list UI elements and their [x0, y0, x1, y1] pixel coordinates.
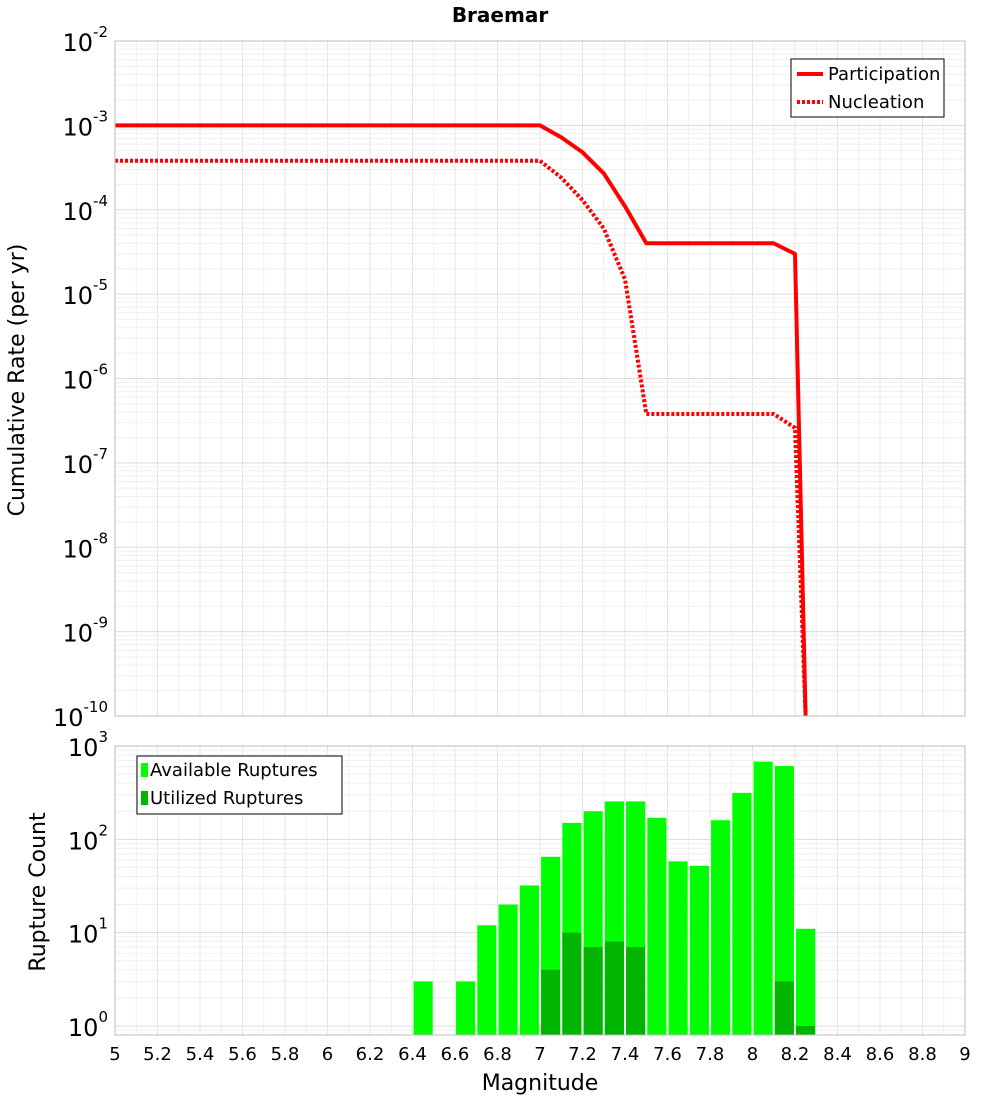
x-tick-label: 5.6: [228, 1044, 257, 1065]
x-tick-label: 6: [322, 1044, 333, 1065]
participation-line: [115, 123, 808, 717]
count-y-tick-label: 103: [68, 728, 108, 762]
utilized-ruptures-bar: [583, 947, 603, 1035]
utilized-ruptures-bar: [774, 981, 794, 1035]
plot-frame: [114, 745, 966, 1036]
legend-label: Utilized Ruptures: [150, 788, 303, 809]
rate-y-tick-label: 10-5: [62, 276, 108, 310]
available-ruptures-bar: [796, 928, 816, 1035]
legend-label: Participation: [828, 64, 940, 85]
x-tick-label: 5.8: [271, 1044, 300, 1065]
available-ruptures-bar: [456, 981, 476, 1035]
available-ruptures-bar: [668, 861, 688, 1035]
legend-swatch: [141, 763, 148, 777]
x-tick-label: 7.6: [653, 1044, 682, 1065]
x-tick-label: 8: [747, 1044, 758, 1065]
chart-title: Braemar: [452, 3, 549, 27]
count-y-tick-label: 100: [68, 1008, 108, 1042]
x-axis-label: Magnitude: [482, 1071, 599, 1096]
count-legend: Available Ruptures Utilized Ruptures: [136, 755, 343, 815]
available-ruptures-bar: [711, 820, 731, 1035]
x-tick-label: 7: [534, 1044, 545, 1065]
available-ruptures-bar: [413, 981, 433, 1035]
utilized-ruptures-bar: [562, 932, 582, 1035]
available-ruptures-bar: [647, 817, 667, 1035]
rate-y-tick-label: 10-3: [62, 107, 108, 141]
rate-y-tick-label: 10-7: [62, 445, 108, 479]
rate-y-tick-label: 10-8: [62, 529, 108, 563]
legend-box: [136, 755, 343, 815]
available-ruptures-bar: [732, 792, 752, 1035]
available-ruptures-bar: [689, 865, 709, 1035]
utilized-ruptures-bar: [541, 969, 561, 1035]
x-tick-label: 8.8: [908, 1044, 937, 1065]
rate-y-tick-label: 10-6: [62, 361, 108, 395]
x-tick-label: 6.2: [356, 1044, 385, 1065]
legend-swatch: [141, 791, 148, 805]
x-tick-label: 9: [959, 1044, 970, 1065]
rate-y-tick-label: 10-2: [62, 23, 108, 57]
rate-legend: Participation Nucleation: [790, 58, 945, 118]
x-tick-label: 6.6: [441, 1044, 470, 1065]
x-tick-label: 6.4: [398, 1044, 427, 1065]
count-y-axis-label: Rupture Count: [26, 812, 51, 972]
x-tick-label: 8.2: [781, 1044, 810, 1065]
rate-panel: 10-2 10-3 10-4 10-5 10-6 10-7 10-8 10-9 10-10 Par…: [53, 23, 966, 732]
rate-y-axis-label: Cumulative Rate (per yr): [5, 244, 30, 517]
x-tick-label: 7.4: [611, 1044, 640, 1065]
rate-y-tick-label: 10-4: [62, 192, 108, 226]
rate-y-tick-label: 10-10: [53, 698, 108, 732]
count-y-tick-label: 102: [68, 821, 108, 855]
utilized-ruptures-bar: [626, 947, 646, 1035]
count-y-tick-label: 101: [68, 915, 108, 949]
available-ruptures-bar: [774, 766, 794, 1035]
available-ruptures-bar: [498, 904, 518, 1035]
legend-label: Available Ruptures: [150, 760, 318, 781]
nucleation-line: [115, 158, 808, 717]
plot-frame: [114, 40, 966, 717]
x-tick-label: 6.8: [483, 1044, 512, 1065]
x-tick-label: 8.6: [866, 1044, 895, 1065]
legend-box: [790, 58, 945, 118]
x-tick-label: 5: [109, 1044, 120, 1065]
legend-label: Nucleation: [828, 92, 924, 113]
x-tick-label: 8.4: [823, 1044, 852, 1065]
x-tick-label: 5.4: [186, 1044, 215, 1065]
available-ruptures-bar: [519, 885, 539, 1035]
utilized-ruptures-bar: [604, 941, 624, 1035]
utilized-ruptures-bar: [796, 1025, 816, 1035]
available-ruptures-bar: [477, 925, 497, 1035]
x-tick-label: 5.2: [143, 1044, 172, 1065]
available-ruptures-bar: [753, 761, 773, 1035]
x-tick-label: 7.2: [568, 1044, 597, 1065]
rate-y-tick-label: 10-9: [62, 614, 108, 648]
x-tick-label: 7.8: [696, 1044, 725, 1065]
